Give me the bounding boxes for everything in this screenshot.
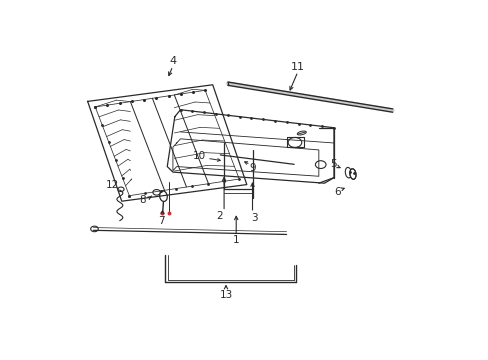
Text: 6: 6 <box>334 186 341 197</box>
Text: 8: 8 <box>139 195 145 205</box>
Text: 7: 7 <box>158 216 164 226</box>
Text: 10: 10 <box>192 151 205 161</box>
Text: 3: 3 <box>250 213 257 223</box>
Text: 2: 2 <box>216 211 223 221</box>
Text: 13: 13 <box>219 290 232 300</box>
Ellipse shape <box>349 169 355 179</box>
Text: 11: 11 <box>290 62 305 72</box>
Text: 4: 4 <box>169 56 176 66</box>
Text: 12: 12 <box>105 180 119 190</box>
Text: 5: 5 <box>330 159 337 169</box>
Text: 9: 9 <box>249 163 255 174</box>
Text: 1: 1 <box>232 235 239 245</box>
